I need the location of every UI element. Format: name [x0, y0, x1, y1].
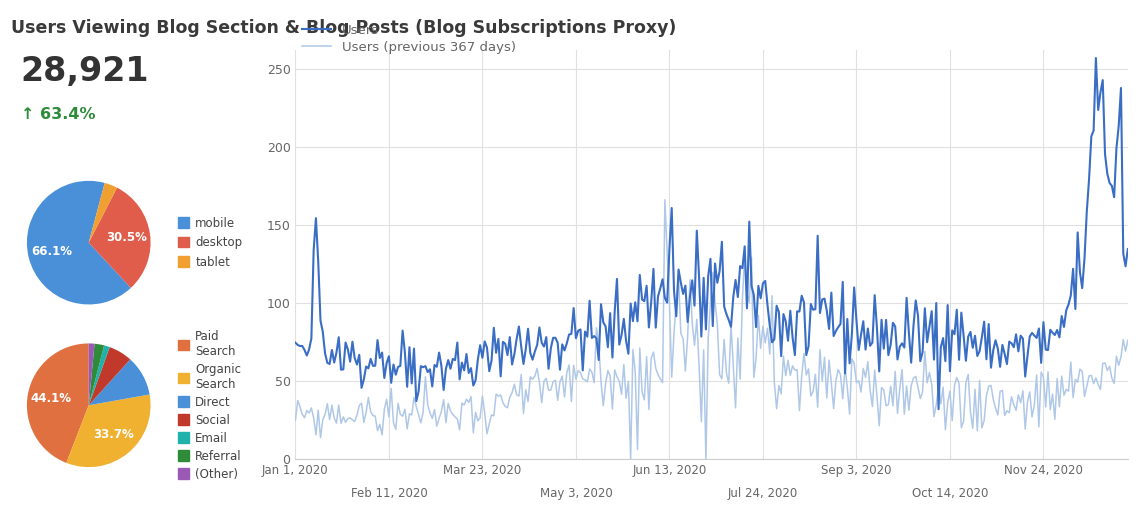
Users (previous 367 days) — [289, 417, 302, 423]
Text: Feb 11, 2020: Feb 11, 2020 — [350, 487, 427, 500]
Wedge shape — [27, 343, 89, 463]
Wedge shape — [89, 360, 150, 405]
Legend: mobile, desktop, tablet: mobile, desktop, tablet — [177, 216, 243, 269]
Wedge shape — [89, 344, 104, 405]
Users (previous 367 days) — [624, 456, 638, 462]
Users — [1089, 55, 1103, 61]
Text: May 3, 2020: May 3, 2020 — [539, 487, 613, 500]
Users (previous 367 days) — [909, 373, 923, 380]
Text: ↑ 63.4%: ↑ 63.4% — [21, 107, 95, 122]
Wedge shape — [89, 347, 131, 405]
Users — [859, 347, 872, 353]
Users — [429, 364, 443, 370]
Users — [459, 351, 473, 357]
Users — [932, 406, 946, 412]
Wedge shape — [89, 183, 117, 243]
Users (previous 367 days) — [1121, 337, 1135, 343]
Text: 66.1%: 66.1% — [31, 245, 72, 259]
Legend: Paid
Search, Organic
Search, Direct, Social, Email, Referral, (Other): Paid Search, Organic Search, Direct, Soc… — [177, 330, 242, 481]
Text: Jul 24, 2020: Jul 24, 2020 — [728, 487, 798, 500]
Text: Oct 14, 2020: Oct 14, 2020 — [911, 487, 988, 500]
Line: Users (previous 367 days): Users (previous 367 days) — [295, 200, 1128, 459]
Wedge shape — [89, 188, 150, 288]
Legend: Users, Users (previous 367 days): Users, Users (previous 367 days) — [302, 24, 515, 54]
Text: 33.7%: 33.7% — [93, 428, 134, 441]
Users (previous 367 days) — [459, 396, 473, 402]
Users — [371, 337, 385, 343]
Text: 44.1%: 44.1% — [31, 392, 71, 405]
Wedge shape — [27, 181, 131, 305]
Users (previous 367 days) — [371, 428, 385, 434]
Text: Users Viewing Blog Section & Blog Posts (Blog Subscriptions Proxy): Users Viewing Blog Section & Blog Posts … — [11, 18, 677, 36]
Text: 30.5%: 30.5% — [106, 231, 148, 244]
Line: Users: Users — [295, 58, 1128, 409]
Users — [1121, 246, 1135, 252]
Users — [737, 243, 751, 249]
Wedge shape — [89, 345, 110, 405]
Users (previous 367 days) — [429, 423, 443, 429]
Users (previous 367 days) — [658, 197, 672, 203]
Users (previous 367 days) — [863, 387, 877, 393]
Users (previous 367 days) — [742, 299, 756, 305]
Wedge shape — [89, 343, 95, 405]
Wedge shape — [66, 394, 150, 467]
Users — [289, 340, 302, 346]
Users — [905, 360, 918, 366]
Text: 28,921: 28,921 — [21, 55, 149, 88]
